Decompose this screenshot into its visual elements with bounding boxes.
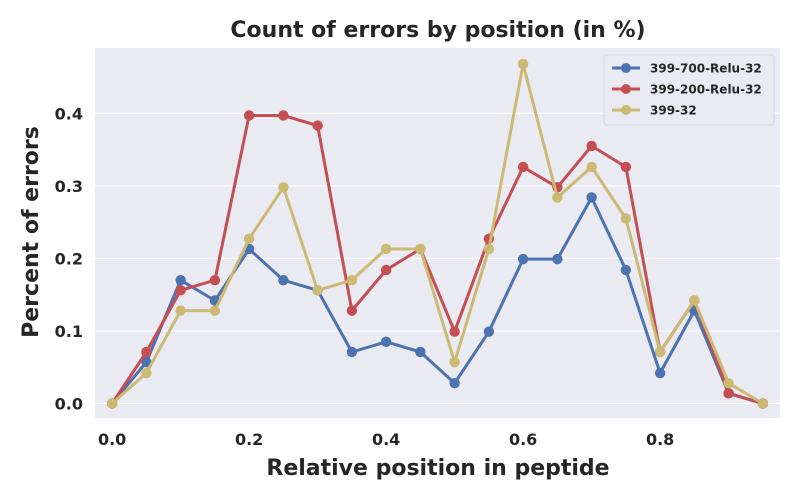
legend-label: 399-32 [650,104,697,118]
x-tick-label: 0.2 [235,430,263,449]
data-point [517,161,529,173]
data-point [175,285,186,296]
data-point [654,367,666,379]
data-point [552,192,563,203]
legend-frame [603,54,775,126]
data-point [415,346,426,358]
chart-title: Count of errors by position (in %) [230,18,645,43]
y-tick-label: 0.2 [55,249,83,268]
legend-swatch-marker [621,84,631,94]
data-point [620,161,632,173]
legend-item: 399-200-Relu-32 [612,83,762,97]
data-point [380,264,392,276]
y-tick-label: 0.0 [55,394,83,413]
data-point [586,192,597,203]
gridlines [95,112,780,405]
data-point [278,110,289,121]
data-point [141,367,152,379]
x-axis-ticks: 0.0 0.2 0.4 0.6 0.8 [98,430,674,449]
x-tick-label: 0.0 [98,430,126,449]
x-tick-label: 0.4 [372,430,400,449]
data-point [620,213,632,224]
data-point [175,274,186,286]
legend-swatch-marker [621,105,631,115]
y-tick-label: 0.1 [55,322,83,341]
legend-item: 399-700-Relu-32 [612,62,762,76]
data-point [312,285,323,296]
data-point [243,110,255,121]
data-point [380,336,392,348]
data-point [757,398,769,409]
legend-label: 399-200-Relu-32 [650,83,762,97]
data-point [380,243,392,255]
x-tick-label: 0.6 [509,430,537,449]
data-point [620,264,632,276]
series-line [110,114,764,405]
legend: 399-700-Relu-32 399-200-Relu-32 399-32 [603,54,775,126]
data-point [552,253,563,265]
data-point [449,326,460,337]
data-point [243,233,255,245]
series-line [110,196,764,405]
series-lines [106,58,769,409]
data-point [517,58,529,70]
data-point [689,295,700,306]
y-tick-label: 0.3 [55,177,83,196]
legend-swatch-marker [621,63,631,73]
data-point [141,356,152,368]
data-point [449,356,460,368]
data-point [175,305,186,316]
data-point [141,346,152,358]
legend-item: 399-32 [612,104,697,118]
legend-label: 399-700-Relu-32 [650,62,762,76]
y-tick-label: 0.4 [55,104,83,123]
data-point [449,377,460,389]
series-2 [106,58,769,409]
data-point [346,346,358,358]
data-point [723,388,734,399]
data-point [106,398,118,409]
series-line [111,62,764,405]
data-point [278,182,289,193]
data-point [209,274,221,286]
data-point [346,274,358,286]
data-point [654,346,666,358]
y-axis-ticks: 0.0 0.1 0.2 0.3 0.4 [55,104,83,413]
data-point [517,253,529,265]
data-point [586,161,597,173]
data-point [209,305,221,316]
x-tick-label: 0.8 [646,430,674,449]
series-0 [106,192,769,409]
data-point [278,274,289,286]
data-point [483,326,495,337]
x-axis-label: Relative position in peptide [266,456,609,481]
data-point [483,243,495,255]
data-point [312,120,323,131]
data-point [346,305,358,316]
data-point [723,377,734,389]
y-axis-label: Percent of errors [19,126,44,338]
data-point [415,243,426,255]
data-point [586,140,597,152]
